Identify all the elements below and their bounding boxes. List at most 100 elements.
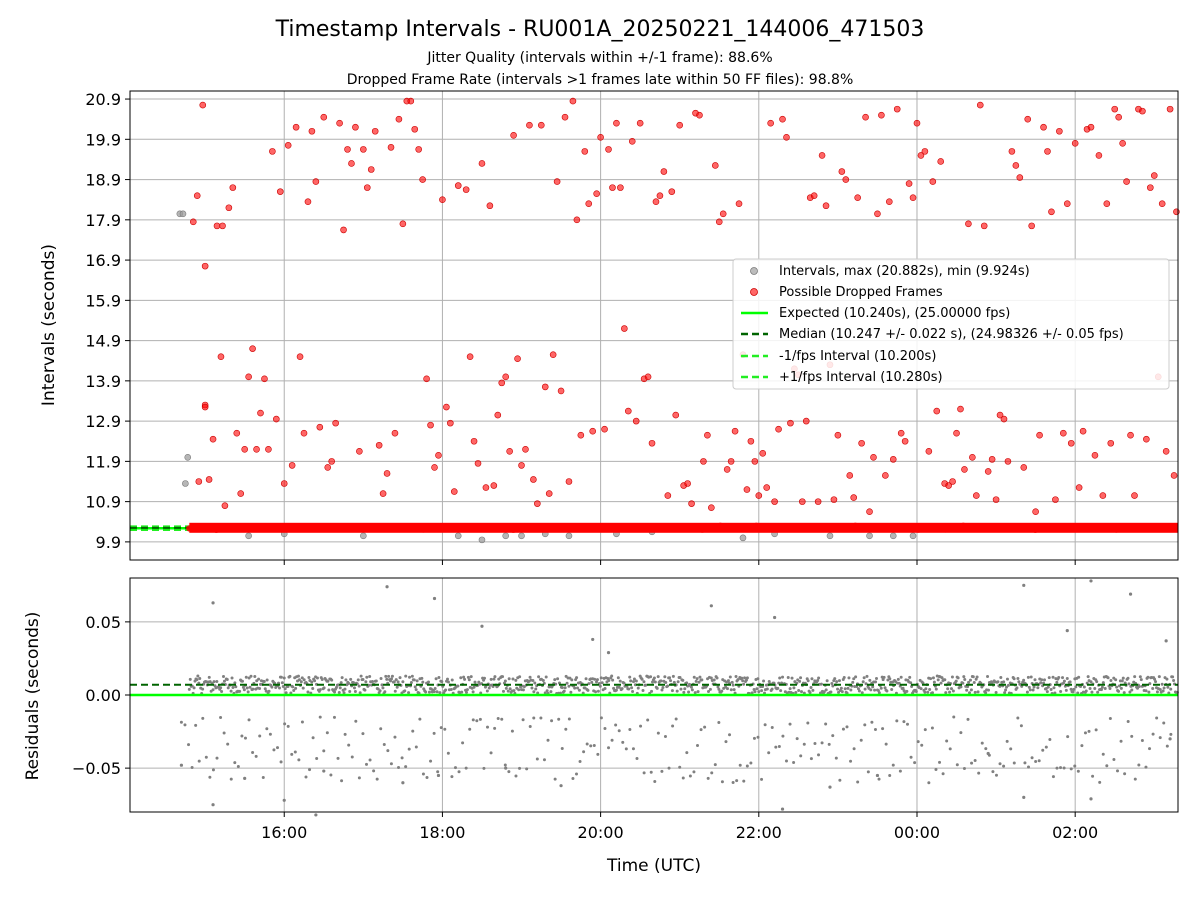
dropped-point — [708, 504, 715, 511]
residual-point — [706, 690, 710, 694]
residual-point — [340, 779, 344, 783]
dropped-point — [407, 97, 415, 105]
residual-outlier — [1089, 579, 1093, 583]
residual-outlier — [1168, 737, 1172, 741]
residual-point — [682, 690, 686, 694]
residual-point — [190, 765, 194, 769]
residual-point — [1157, 675, 1161, 679]
dropped-point — [1044, 148, 1051, 155]
residual-point — [198, 676, 202, 680]
residual-point — [959, 731, 963, 735]
residual-point — [655, 686, 659, 690]
bottom-ylabel: Residuals (seconds) — [23, 612, 43, 781]
residual-point — [545, 689, 549, 693]
residual-point — [353, 689, 357, 693]
residual-point — [1069, 767, 1073, 771]
dropped-point — [723, 466, 731, 473]
residual-point — [720, 689, 724, 693]
residual-point — [380, 683, 384, 687]
residual-point — [621, 740, 625, 744]
residual-point — [226, 742, 230, 746]
residual-point — [233, 681, 237, 685]
residual-point — [544, 675, 548, 679]
residual-point — [453, 766, 457, 770]
dropped-band-point — [591, 525, 598, 533]
residual-point — [1030, 756, 1034, 760]
residual-point — [244, 675, 248, 679]
residual-point — [1003, 691, 1007, 695]
residual-point — [881, 678, 885, 682]
residual-point — [459, 676, 463, 680]
residual-point — [687, 690, 691, 694]
residual-point — [322, 686, 326, 690]
residual-point — [272, 748, 276, 752]
residual-point — [672, 680, 676, 684]
residual-point — [836, 687, 840, 691]
residual-point — [420, 676, 424, 680]
residual-point — [806, 679, 810, 683]
residual-point — [1098, 780, 1102, 784]
interval-point — [889, 532, 897, 540]
residual-point — [359, 674, 363, 678]
residual-point — [715, 676, 719, 680]
residual-point — [1005, 685, 1009, 689]
residual-point — [646, 718, 650, 722]
dropped-point — [549, 351, 557, 358]
residual-point — [808, 691, 812, 695]
residual-point — [242, 688, 246, 692]
residual-point — [685, 681, 689, 685]
interval-point — [909, 532, 917, 540]
dropped-band-point — [834, 525, 841, 532]
residual-point — [854, 675, 858, 679]
residual-point — [774, 745, 778, 749]
residual-point — [984, 691, 988, 695]
top-ytick-label: 19.9 — [85, 130, 121, 149]
dropped-point — [526, 121, 533, 129]
dropped-point — [961, 466, 968, 473]
dropped-point — [269, 148, 276, 155]
residual-point — [1099, 688, 1103, 692]
residual-point — [310, 680, 314, 684]
residual-point — [699, 728, 703, 732]
residual-point — [1103, 686, 1107, 690]
dropped-point — [878, 111, 885, 119]
residual-point — [873, 688, 877, 692]
top-axes-frame — [129, 90, 1179, 561]
dropped-point — [474, 460, 482, 467]
dropped-point — [609, 184, 616, 191]
dropped-point — [751, 458, 759, 465]
dropped-band-point — [384, 525, 391, 532]
residual-point — [809, 686, 813, 690]
dropped-point — [391, 429, 399, 437]
residual-outlier — [780, 807, 785, 811]
residual-point — [806, 721, 810, 725]
residual-point — [847, 676, 851, 680]
dropped-point — [1158, 200, 1166, 208]
residual-point — [1004, 688, 1008, 692]
dropped-point — [1000, 415, 1008, 423]
dropped-band-point — [627, 522, 634, 530]
legend-box — [732, 258, 1170, 390]
residual-point — [896, 677, 900, 681]
residual-point — [930, 726, 934, 730]
dropped-point — [340, 226, 347, 234]
interval-point — [182, 480, 189, 487]
dropped-band-point — [1005, 525, 1012, 532]
residual-point — [640, 677, 644, 681]
residual-point — [1166, 685, 1170, 689]
residual-point — [483, 676, 487, 680]
residual-point — [364, 680, 368, 684]
residual-point — [1047, 676, 1051, 680]
residual-point — [708, 687, 712, 691]
residual-point — [634, 679, 638, 683]
residual-point — [961, 681, 965, 685]
residual-point — [656, 675, 660, 679]
residual-point — [745, 764, 749, 768]
residual-point — [876, 688, 880, 692]
dropped-band-point — [213, 526, 220, 533]
dropped-band-point — [780, 524, 787, 531]
dropped-band-point — [1149, 525, 1156, 533]
residual-point — [533, 681, 537, 685]
top-ytick-label: 17.9 — [85, 211, 121, 230]
residual-point — [843, 687, 847, 691]
